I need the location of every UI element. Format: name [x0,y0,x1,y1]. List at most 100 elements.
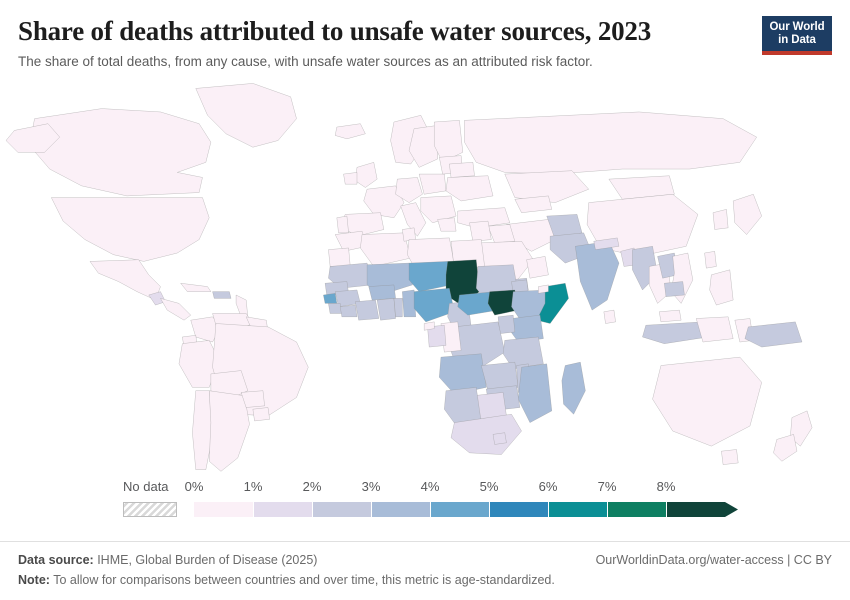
country-philippines[interactable] [710,270,734,305]
country-taiwan[interactable] [705,252,717,269]
country-papua-new-guinea[interactable]: Papua New Guinea: 2.4% [745,322,802,347]
legend-tick-4pct: 4% [420,478,440,494]
legend-no-data-swatch[interactable] [123,501,177,517]
owid-logo-line1: Our World [769,21,825,33]
country-ireland[interactable] [344,173,357,185]
country-niger[interactable]: Niger: 4.6% [409,262,451,292]
world-map[interactable]: Canada: 0.1%United States: 0.1%MexicoGua… [0,75,850,478]
country-tunisia[interactable] [402,228,415,241]
country-peru[interactable]: Peru: 0.6% [179,341,219,388]
legend-bin-0[interactable] [194,501,253,517]
country-australia[interactable]: Australia: 0.1% [653,358,762,447]
legend-bin-8[interactable] [666,501,725,517]
country-hispaniola[interactable]: Haiti: 2.1% [213,292,231,299]
country-mozambique[interactable]: Mozambique: 3.1% [518,364,552,423]
legend-bin-6[interactable] [548,501,607,517]
country-borneo[interactable] [696,317,733,342]
country-somalia[interactable]: Somalia: 6.4% [537,284,569,324]
country-new-zealand[interactable] [790,411,812,446]
legend-bin-5[interactable] [489,501,548,517]
country-korea[interactable] [713,210,728,230]
country-nepal[interactable]: Nepal: 1.9% [594,238,619,250]
country-ukraine[interactable] [446,176,493,201]
page-title: Share of deaths attributed to unsafe wat… [18,16,652,46]
country-sweden[interactable] [409,126,438,168]
country-italy[interactable] [401,203,426,237]
country-kazakhstan[interactable] [505,171,589,203]
country-central-america[interactable] [161,299,191,321]
country-uruguay[interactable] [253,408,270,421]
country-madagascar[interactable]: Madagascar: 3.5% [562,363,586,415]
country-alaska[interactable] [6,124,60,153]
country-angola[interactable]: Angola: 3.3% [439,354,486,394]
country-indonesia[interactable]: Indonesia: 2.2% [642,322,707,344]
country-india[interactable]: India: 3.2% [575,242,619,311]
country-japan[interactable] [733,195,762,235]
country-mongolia[interactable] [609,176,674,200]
country-djibouti[interactable] [538,285,548,293]
legend-tick-7pct: 7% [597,478,617,494]
country-lesotho[interactable]: Lesotho: 1.8% [493,433,506,445]
country-canada[interactable]: Canada: 0.1% [30,109,211,196]
legend-bin-4[interactable] [430,501,489,517]
legend-bin-1[interactable] [253,501,312,517]
country-liberia[interactable]: Liberia: 2.7% [340,306,357,318]
country-russia[interactable]: Russia: 0.2% [464,112,756,174]
country-togo[interactable]: Togo: 2.6% [394,299,402,317]
country-central-african-republic[interactable]: Central African Republic: 4.8% [458,292,498,316]
legend-bin-2[interactable] [312,501,371,517]
country-cuba[interactable] [181,284,211,292]
country-paraguay[interactable] [241,391,265,408]
world-map-svg[interactable]: Canada: 0.1%United States: 0.1%MexicoGua… [0,75,850,478]
country-mauritania[interactable]: Mauritania: 2.4% [328,264,372,289]
country-syria-levant[interactable] [470,222,492,242]
country-iceland[interactable] [335,124,365,139]
country-nigeria[interactable]: Nigeria: 4.7% [414,289,454,323]
country-south-africa[interactable]: South Africa: 1.8% [451,415,522,455]
country-malaysia[interactable] [659,311,681,323]
country-uzbekistan[interactable] [515,196,552,213]
legend-no-data-label: No data [123,478,169,494]
legend-color-bar[interactable] [118,501,738,518]
country-ghana[interactable]: Ghana: 2.3% [377,299,395,321]
country-oman[interactable] [527,257,549,279]
legend-bin-separator [312,501,313,517]
country-greenland[interactable] [196,84,297,148]
country-greece[interactable] [438,218,456,231]
country-gabon[interactable]: Gabon: 1.1% [428,326,446,348]
country-afghanistan[interactable]: Afghanistan: 2.6% [547,215,582,240]
country-tasmania[interactable] [721,450,738,465]
country-argentina[interactable] [209,391,249,472]
legend-tick-8pct: 8% [656,478,676,494]
country-france[interactable] [364,186,404,218]
country-norway[interactable] [391,116,431,165]
country-western-sahara[interactable] [328,248,350,266]
country-guinea-bissau[interactable]: Guinea-Bissau: 4.3% [323,294,336,304]
country-equatorial-guinea[interactable] [424,322,434,330]
country-poland[interactable] [419,175,446,195]
country-benin[interactable]: Benin: 3.2% [402,290,415,317]
legend-bin-separator [607,501,608,517]
country-uk[interactable] [355,163,377,188]
legend-open-end-arrow-icon [725,501,738,517]
country-belarus[interactable] [449,163,474,178]
owid-url-link[interactable]: OurWorldinData.org/water-access | CC BY [595,552,832,567]
legend-bin-7[interactable] [607,501,666,517]
country-uganda[interactable]: Uganda: 2.8% [498,316,515,334]
country-burkina-faso[interactable]: Burkina Faso: 3.1% [369,285,396,300]
country-south-sudan[interactable]: South Sudan: 8.4% [488,290,518,315]
country-sri-lanka[interactable] [604,311,616,324]
legend-bin-3[interactable] [371,501,430,517]
country-cote-divoire[interactable]: Côte d'Ivoire: 2.4% [355,300,379,320]
country-iraq[interactable] [488,225,515,243]
country-mexico[interactable]: Mexico [90,260,161,300]
country-germany[interactable] [396,178,423,203]
country-sierra-leone[interactable]: Sierra Leone: 2.8% [328,304,341,314]
country-cambodia[interactable]: Cambodia: 2.1% [664,282,684,297]
country-new-zealand-south[interactable] [773,435,797,462]
legend-tick-1pct: 1% [243,478,263,494]
country-portugal[interactable] [337,217,349,234]
owid-logo[interactable]: Our World in Data [762,16,832,55]
country-united-states[interactable]: United States: 0.1% [51,198,209,262]
country-algeria[interactable] [360,233,410,267]
